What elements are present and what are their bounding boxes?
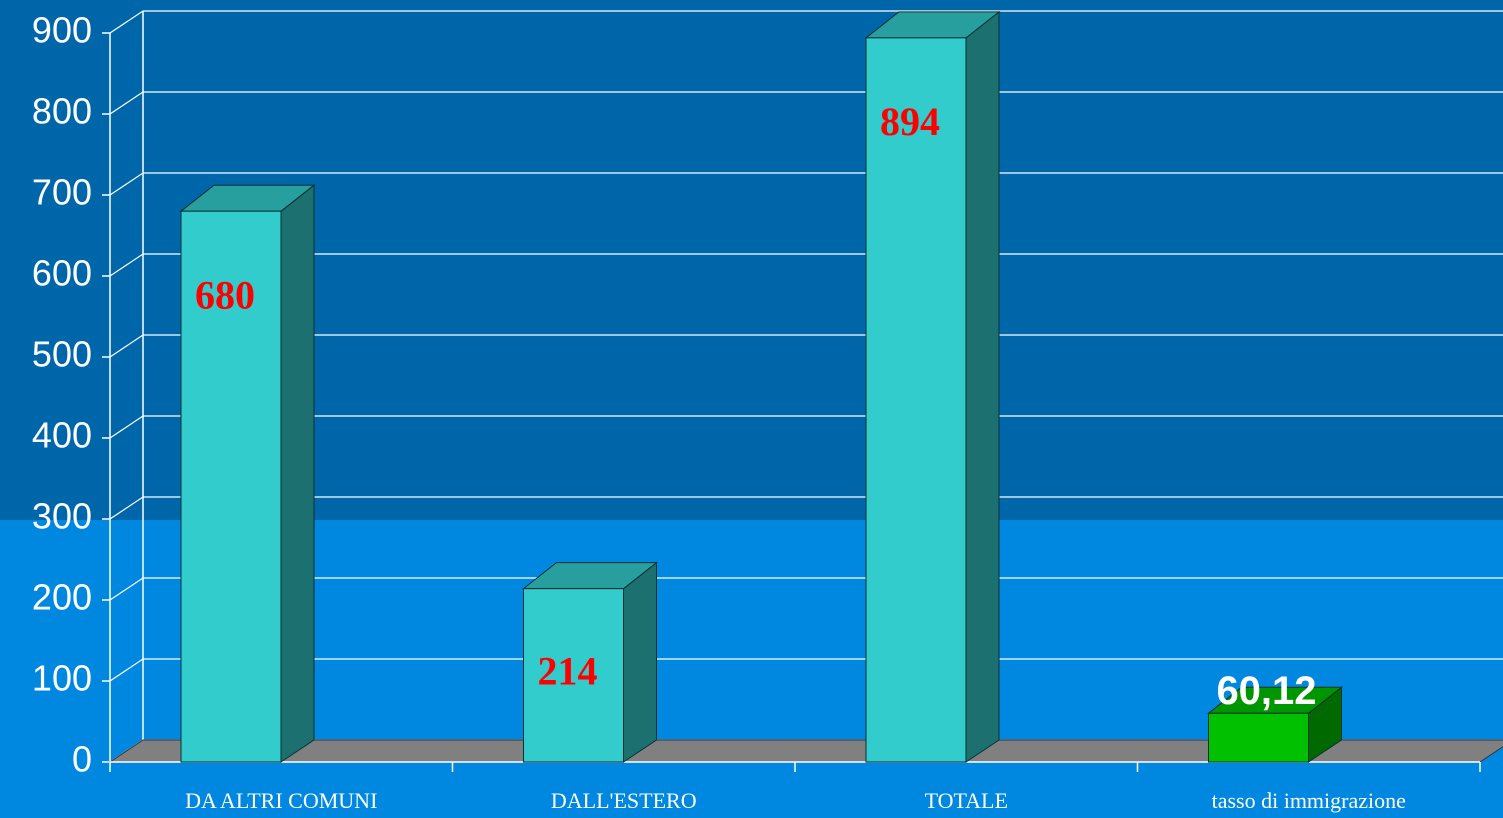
grid-side: [109, 91, 144, 115]
x-tick-label: TOTALE: [925, 788, 1008, 813]
grid-side: [109, 415, 144, 439]
value-label: 894: [880, 99, 940, 144]
x-tick-label: DALL'ESTERO: [551, 788, 697, 813]
y-tick-label: 100: [32, 658, 92, 699]
value-label: 680: [195, 272, 255, 317]
y-tick-label: 500: [32, 334, 92, 375]
y-tick-label: 800: [32, 91, 92, 132]
x-tick-label: tasso di immigrazione: [1212, 788, 1406, 813]
value-label: 60,12: [1216, 669, 1316, 713]
y-tick-label: 0: [72, 739, 92, 780]
bar: [1208, 712, 1309, 763]
grid-side: [109, 253, 144, 277]
bar: [865, 37, 967, 763]
bar-side: [280, 184, 315, 763]
bar: [523, 588, 624, 763]
y-tick-label: 700: [32, 172, 92, 213]
grid-side: [109, 172, 144, 196]
grid-side: [109, 658, 144, 682]
grid-side: [109, 577, 144, 601]
bar-side: [965, 10, 1000, 763]
y-tick-label: 300: [32, 496, 92, 537]
bar: [180, 210, 282, 763]
grid-side: [109, 334, 144, 358]
y-tick-label: 600: [32, 253, 92, 294]
grid-side: [109, 496, 144, 520]
bar-side: [623, 561, 657, 763]
y-tick-label: 400: [32, 415, 92, 456]
value-label: 214: [538, 649, 598, 694]
x-tick-label: DA ALTRI COMUNI: [185, 788, 377, 813]
y-tick-label: 900: [32, 10, 92, 51]
y-tick-label: 200: [32, 577, 92, 618]
grid-side: [109, 10, 144, 34]
